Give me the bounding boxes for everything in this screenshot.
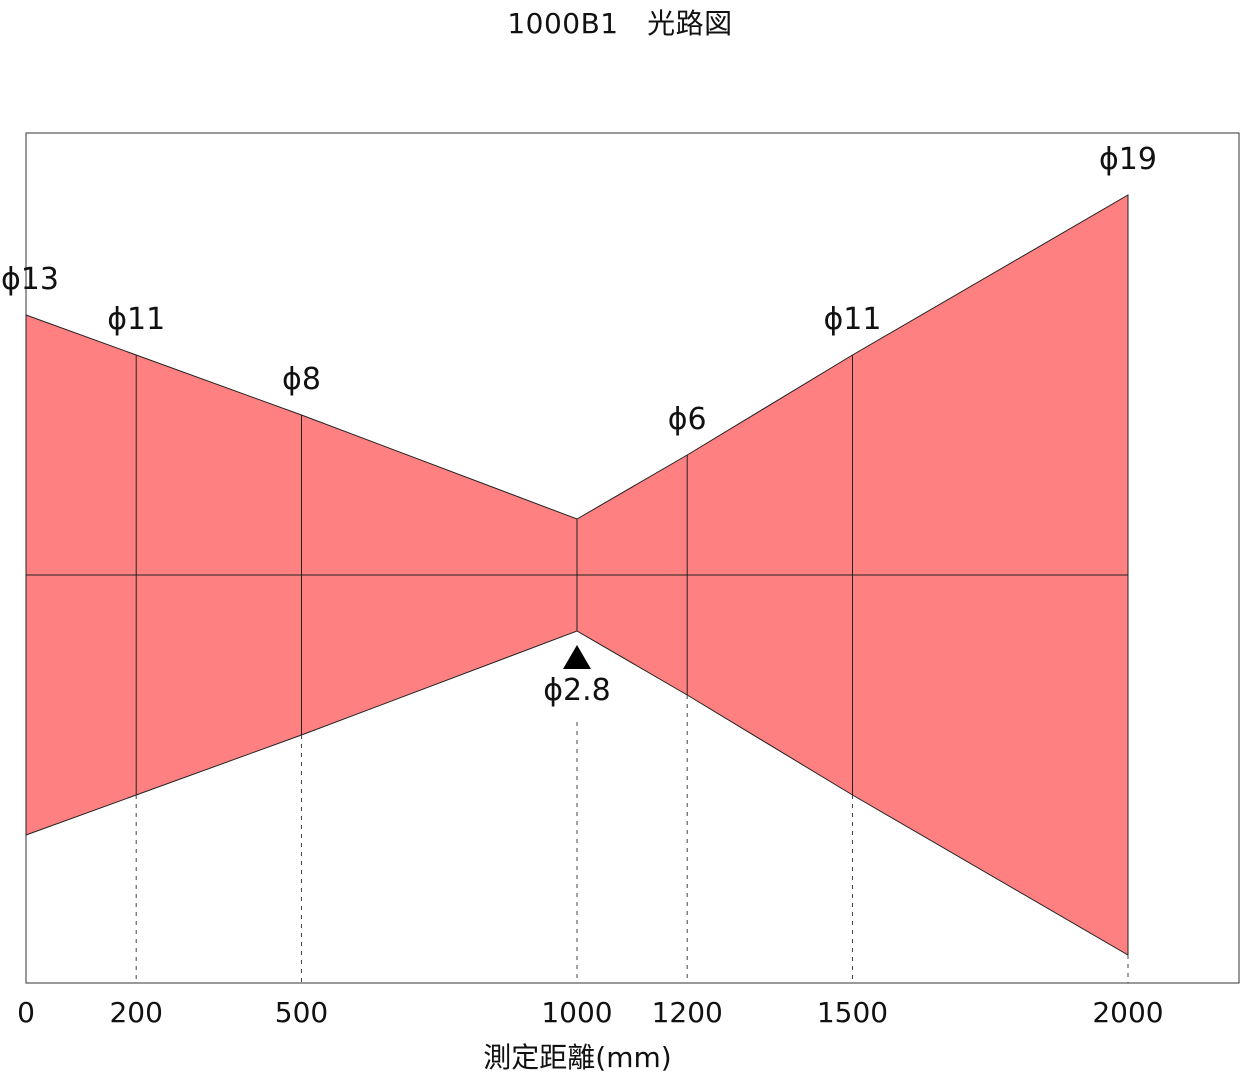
diameter-label: ϕ11 [824, 302, 882, 337]
guide-layer [135, 695, 1129, 983]
diameter-label: ϕ19 [1099, 142, 1157, 177]
x-tick-label: 1000 [541, 996, 612, 1029]
x-tick-label: 0 [17, 996, 35, 1029]
diameter-label: ϕ13 [1, 262, 59, 297]
x-tick-label: 2000 [1092, 996, 1163, 1029]
x-tick-label: 500 [275, 996, 328, 1029]
x-tick-label: 200 [109, 996, 162, 1029]
diameter-label: ϕ2.8 [543, 673, 611, 708]
diameter-label: ϕ6 [668, 402, 707, 437]
x-axis-label: 測定距離(mm) [483, 1041, 672, 1074]
x-tick-label: 1500 [817, 996, 888, 1029]
diameter-label: ϕ8 [282, 362, 321, 397]
tick-layer: 0 200 500 1000 1200 1500 2000 [17, 996, 1164, 1029]
diameter-label: ϕ11 [107, 302, 165, 337]
chart-title: 1000B1 光路図 [507, 7, 733, 40]
x-tick-label: 1200 [652, 996, 723, 1029]
beam-layer [25, 194, 1129, 956]
label-layer: ϕ13 ϕ11 ϕ8 ϕ2.8 ϕ6 ϕ11 ϕ19 [1, 142, 1157, 708]
triangle-up-icon [563, 645, 591, 669]
